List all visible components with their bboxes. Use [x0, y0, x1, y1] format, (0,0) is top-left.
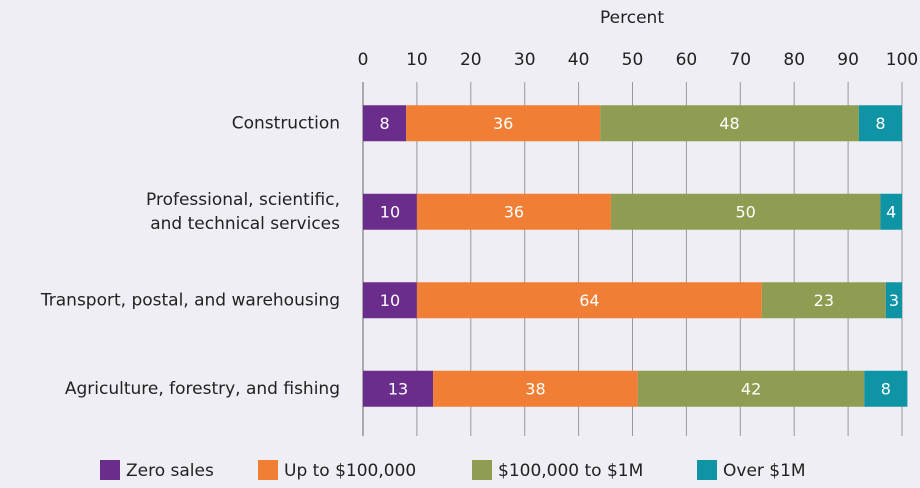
bar-segment: [610, 193, 881, 230]
data-label: 50: [736, 202, 756, 221]
bar-segment: [637, 370, 865, 407]
x-tick-label: 20: [460, 50, 482, 70]
data-label: 23: [814, 291, 834, 310]
bar-segment: [363, 193, 417, 230]
y-tick-label: Construction: [232, 113, 340, 133]
x-tick-label: 90: [837, 50, 859, 70]
legend-label: Over $1M: [723, 461, 806, 481]
x-tick-label: 60: [676, 50, 698, 70]
y-tick-label: Agriculture, forestry, and fishing: [65, 379, 340, 399]
legend-label: Zero sales: [126, 461, 214, 481]
bar-segment: [600, 105, 859, 142]
data-label: 8: [379, 114, 389, 133]
y-tick-label: Professional, scientific, and technical s…: [146, 190, 340, 234]
bar-segment: [880, 193, 902, 230]
bar-segment: [416, 282, 762, 319]
bar-segment: [363, 282, 417, 319]
bar-segment: [761, 282, 886, 319]
y-tick-label: Transport, postal, and warehousing: [40, 290, 340, 310]
data-label: 4: [886, 202, 896, 221]
bar-segment: [885, 282, 902, 319]
data-label: 13: [388, 379, 408, 398]
bar-segment: [433, 370, 638, 407]
legend-swatch: [697, 460, 717, 480]
data-label: 64: [579, 291, 599, 310]
x-tick-label: 0: [358, 50, 369, 70]
data-label: 10: [380, 291, 400, 310]
data-label: 48: [719, 114, 739, 133]
bar-segment: [363, 370, 434, 407]
bar-segment: [363, 105, 407, 142]
legend-label: Up to $100,000: [284, 461, 416, 481]
x-axis-label: Percent: [600, 8, 664, 28]
data-label: 8: [875, 114, 885, 133]
legend-swatch: [258, 460, 278, 480]
x-tick-label: 30: [514, 50, 536, 70]
data-label: 36: [493, 114, 513, 133]
x-tick-label: 100: [886, 50, 918, 70]
bar-segment: [406, 105, 601, 142]
x-tick-label: 70: [729, 50, 751, 70]
data-label: 3: [889, 291, 899, 310]
bar-segment: [858, 105, 902, 142]
x-tick-label: 10: [406, 50, 428, 70]
data-label: 38: [525, 379, 545, 398]
x-tick-label: 80: [783, 50, 805, 70]
bar-segment: [864, 370, 908, 407]
data-label: 10: [380, 202, 400, 221]
data-label: 36: [504, 202, 524, 221]
x-tick-label: 40: [568, 50, 590, 70]
bar-segment: [416, 193, 611, 230]
legend-swatch: [100, 460, 120, 480]
legend-label: $100,000 to $1M: [498, 461, 643, 481]
legend-swatch: [472, 460, 492, 480]
data-label: 42: [741, 379, 761, 398]
x-tick-label: 50: [622, 50, 644, 70]
data-label: 8: [881, 379, 891, 398]
